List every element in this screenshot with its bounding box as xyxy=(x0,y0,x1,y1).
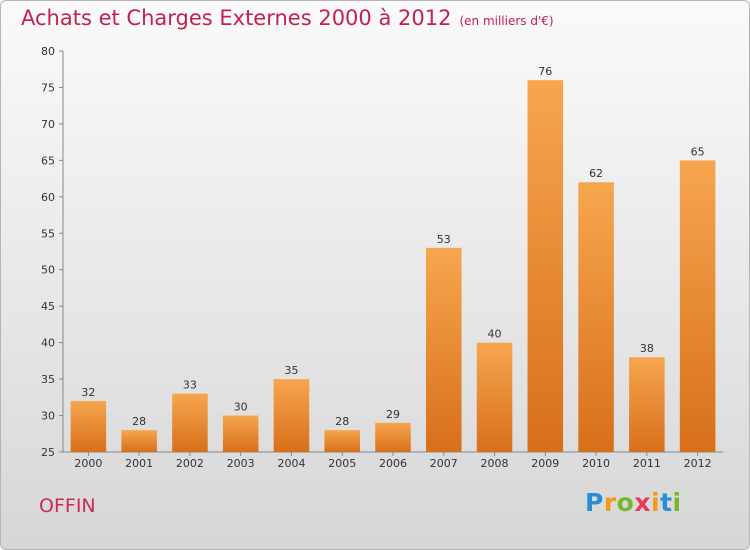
value-label-2002: 33 xyxy=(183,379,197,392)
y-tick-label: 35 xyxy=(41,373,55,386)
logo-letter: i xyxy=(672,488,682,517)
y-tick-label: 55 xyxy=(41,227,55,240)
y-tick-label: 80 xyxy=(41,45,55,58)
value-label-2006: 29 xyxy=(386,408,400,421)
y-tick-label: 50 xyxy=(41,264,55,277)
y-tick-label: 30 xyxy=(41,410,55,423)
y-tick-label: 70 xyxy=(41,118,55,131)
x-tick-label-2009: 2009 xyxy=(531,457,559,470)
value-label-2001: 28 xyxy=(132,415,146,428)
commune-name: OFFIN xyxy=(39,495,96,517)
x-axis-ticks: 2000 2001 2002 2003 2004 2005 2006 2007 2008 2009… xyxy=(74,452,712,470)
bar-2010 xyxy=(578,182,614,452)
x-tick-label-2010: 2010 xyxy=(582,457,610,470)
value-label-2007: 53 xyxy=(437,233,451,246)
value-label-2008: 40 xyxy=(488,328,502,341)
chart-title: Achats et Charges Externes 2000 à 2012 (e… xyxy=(21,6,554,30)
bar-2003 xyxy=(222,415,259,452)
bar-2011 xyxy=(629,357,665,452)
bar-2001 xyxy=(121,430,157,452)
chart-title-text: Achats et Charges Externes 2000 à 2012 xyxy=(21,6,452,30)
value-label-2012: 65 xyxy=(691,145,705,158)
bar-2007 xyxy=(426,247,462,452)
y-tick-label: 25 xyxy=(41,446,55,459)
proxiti-logo[interactable]: Proxiti xyxy=(585,488,682,517)
x-tick-label-2005: 2005 xyxy=(328,457,356,470)
bar-2005 xyxy=(324,430,360,452)
bar-2000 xyxy=(70,400,107,452)
value-label-2003: 30 xyxy=(234,401,248,414)
x-tick-label-2011: 2011 xyxy=(633,457,661,470)
x-tick-label-2012: 2012 xyxy=(684,457,712,470)
data-labels: 32 28 33 30 35 28 29 53 40 76 62 38 65 xyxy=(81,65,704,428)
x-tick-label-2008: 2008 xyxy=(481,457,509,470)
x-tick-label-2007: 2007 xyxy=(430,457,458,470)
logo-letter: x xyxy=(634,488,651,517)
y-tick-label: 60 xyxy=(41,191,55,204)
chart-bars xyxy=(70,80,716,452)
logo-letter: P xyxy=(585,488,604,517)
value-label-2011: 38 xyxy=(640,342,654,355)
x-tick-label-2002: 2002 xyxy=(176,457,204,470)
value-label-2005: 28 xyxy=(335,415,349,428)
y-tick-label: 40 xyxy=(41,337,55,350)
y-tick-label: 75 xyxy=(41,81,55,94)
bar-2002 xyxy=(172,393,208,452)
value-label-2004: 35 xyxy=(284,364,298,377)
x-tick-label-2004: 2004 xyxy=(277,457,305,470)
bar-2004 xyxy=(273,379,310,452)
bar-2006 xyxy=(375,422,411,452)
logo-letter: o xyxy=(616,488,635,517)
bar-2008 xyxy=(476,342,513,452)
x-tick-label-2000: 2000 xyxy=(74,457,102,470)
chart-axes: 25 30 35 40 45 50 55 60 65 70 75 80 xyxy=(41,45,723,459)
chart-subtitle: (en milliers d'€) xyxy=(459,14,554,28)
logo-letter: i xyxy=(651,488,661,517)
x-tick-label-2003: 2003 xyxy=(227,457,255,470)
x-tick-label-2001: 2001 xyxy=(125,457,153,470)
logo-letter: r xyxy=(603,488,617,517)
logo-letter: t xyxy=(660,488,673,517)
y-tick-label: 45 xyxy=(41,300,55,313)
x-tick-label-2006: 2006 xyxy=(379,457,407,470)
value-label-2000: 32 xyxy=(81,386,95,399)
value-label-2009: 76 xyxy=(538,65,552,78)
bar-2012 xyxy=(679,160,716,452)
y-tick-label: 65 xyxy=(41,154,55,167)
value-label-2010: 62 xyxy=(589,167,603,180)
bar-2009 xyxy=(527,80,564,452)
